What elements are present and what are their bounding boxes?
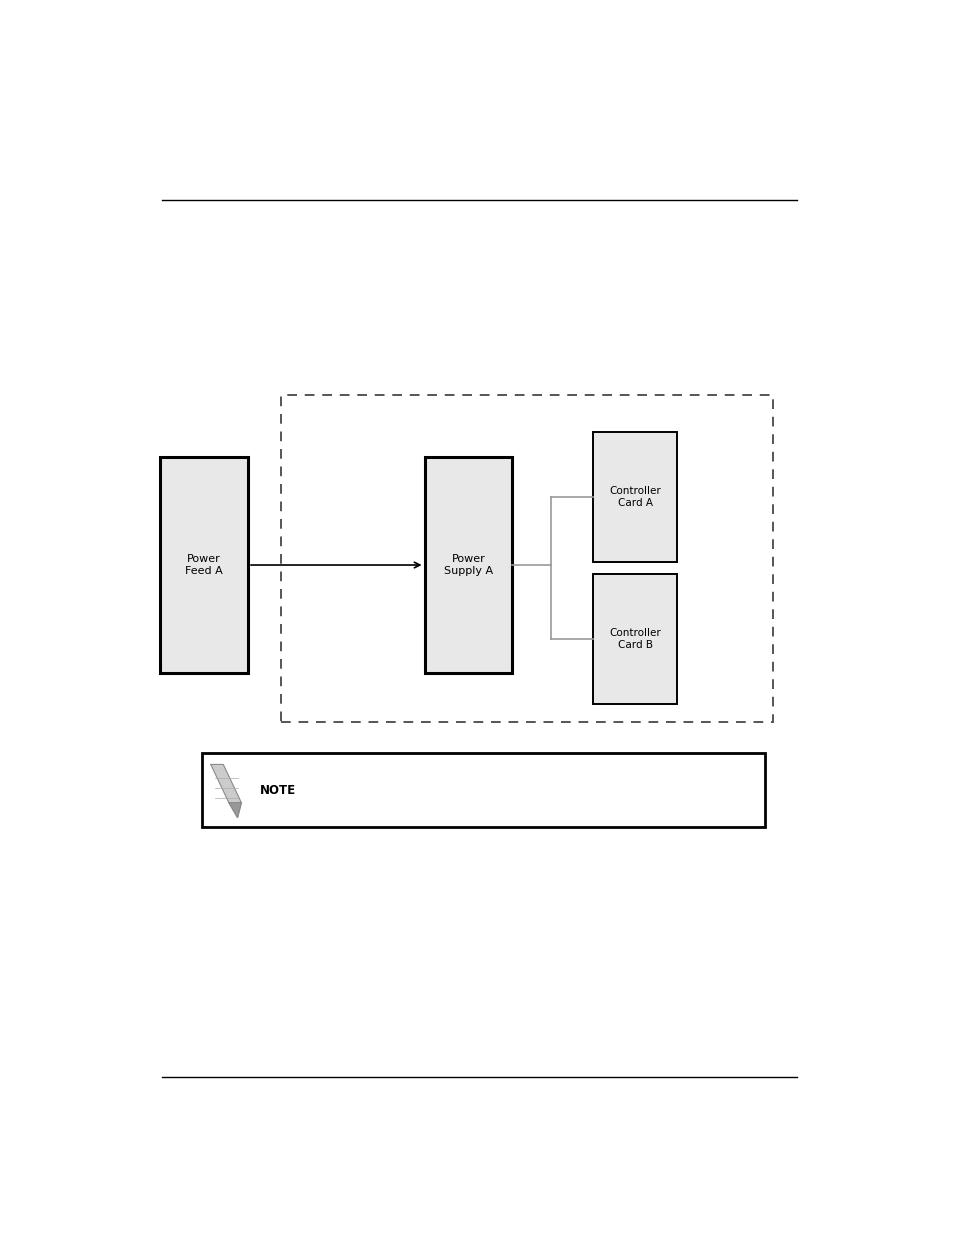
Text: NOTE: NOTE — [259, 784, 295, 797]
Bar — [281, 395, 772, 722]
Text: Controller
Card B: Controller Card B — [609, 629, 660, 650]
Bar — [593, 432, 677, 562]
Polygon shape — [211, 764, 241, 803]
Bar — [593, 574, 677, 704]
Bar — [202, 753, 764, 827]
Text: Power
Feed A: Power Feed A — [185, 555, 223, 576]
Polygon shape — [229, 803, 241, 818]
Bar — [160, 457, 248, 673]
Text: Power
Supply A: Power Supply A — [443, 555, 493, 576]
Text: Controller
Card A: Controller Card A — [609, 487, 660, 508]
Bar — [424, 457, 512, 673]
